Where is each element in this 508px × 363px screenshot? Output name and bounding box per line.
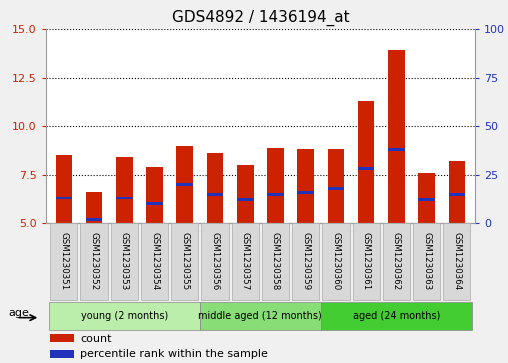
Bar bbox=[86, 192, 103, 223]
Bar bbox=[267, 193, 284, 196]
Bar bbox=[50, 350, 74, 358]
FancyBboxPatch shape bbox=[232, 223, 259, 301]
FancyBboxPatch shape bbox=[141, 223, 168, 301]
FancyBboxPatch shape bbox=[413, 223, 440, 301]
Bar bbox=[207, 153, 224, 223]
Bar bbox=[55, 155, 72, 223]
Text: GSM1230355: GSM1230355 bbox=[180, 232, 189, 290]
Text: GSM1230361: GSM1230361 bbox=[362, 232, 371, 290]
Bar bbox=[86, 218, 103, 221]
FancyBboxPatch shape bbox=[80, 223, 108, 301]
Bar bbox=[237, 165, 253, 223]
FancyBboxPatch shape bbox=[262, 223, 289, 301]
Bar bbox=[50, 334, 74, 342]
Bar bbox=[358, 101, 374, 223]
Bar bbox=[297, 191, 314, 193]
Text: GSM1230362: GSM1230362 bbox=[392, 232, 401, 290]
Text: middle aged (12 months): middle aged (12 months) bbox=[199, 311, 322, 321]
Bar bbox=[418, 199, 435, 201]
Bar bbox=[146, 167, 163, 223]
Bar bbox=[358, 167, 374, 170]
Bar bbox=[55, 196, 72, 199]
Text: GSM1230363: GSM1230363 bbox=[422, 232, 431, 290]
FancyBboxPatch shape bbox=[171, 223, 199, 301]
Bar bbox=[388, 50, 405, 223]
Text: count: count bbox=[80, 334, 112, 344]
FancyBboxPatch shape bbox=[50, 223, 77, 301]
FancyBboxPatch shape bbox=[322, 223, 350, 301]
Text: GSM1230359: GSM1230359 bbox=[301, 232, 310, 290]
FancyBboxPatch shape bbox=[200, 302, 321, 330]
Text: GSM1230351: GSM1230351 bbox=[59, 232, 69, 290]
FancyBboxPatch shape bbox=[383, 223, 410, 301]
FancyBboxPatch shape bbox=[353, 223, 380, 301]
Text: young (2 months): young (2 months) bbox=[81, 311, 168, 321]
Bar bbox=[116, 196, 133, 199]
Text: aged (24 months): aged (24 months) bbox=[353, 311, 440, 321]
Bar bbox=[237, 199, 253, 201]
Bar bbox=[449, 161, 465, 223]
Bar bbox=[388, 148, 405, 151]
Bar bbox=[176, 146, 193, 223]
Text: GSM1230354: GSM1230354 bbox=[150, 232, 159, 290]
Bar bbox=[328, 150, 344, 223]
Bar bbox=[146, 202, 163, 205]
FancyBboxPatch shape bbox=[111, 223, 138, 301]
Text: age: age bbox=[8, 307, 29, 318]
FancyBboxPatch shape bbox=[201, 223, 229, 301]
Text: GSM1230364: GSM1230364 bbox=[452, 232, 461, 290]
Bar bbox=[297, 150, 314, 223]
Bar bbox=[449, 193, 465, 196]
Bar bbox=[418, 173, 435, 223]
Bar bbox=[176, 183, 193, 186]
Bar bbox=[328, 187, 344, 190]
Text: GSM1230356: GSM1230356 bbox=[210, 232, 219, 290]
Text: GSM1230353: GSM1230353 bbox=[120, 232, 129, 290]
Bar bbox=[116, 157, 133, 223]
Text: GSM1230360: GSM1230360 bbox=[331, 232, 340, 290]
Bar bbox=[207, 193, 224, 196]
Text: GSM1230358: GSM1230358 bbox=[271, 232, 280, 290]
Title: GDS4892 / 1436194_at: GDS4892 / 1436194_at bbox=[172, 10, 349, 26]
Bar bbox=[267, 147, 284, 223]
FancyBboxPatch shape bbox=[321, 302, 472, 330]
FancyBboxPatch shape bbox=[49, 302, 200, 330]
FancyBboxPatch shape bbox=[292, 223, 320, 301]
Text: GSM1230357: GSM1230357 bbox=[241, 232, 250, 290]
Text: percentile rank within the sample: percentile rank within the sample bbox=[80, 349, 268, 359]
FancyBboxPatch shape bbox=[443, 223, 470, 301]
Text: GSM1230352: GSM1230352 bbox=[89, 232, 99, 290]
